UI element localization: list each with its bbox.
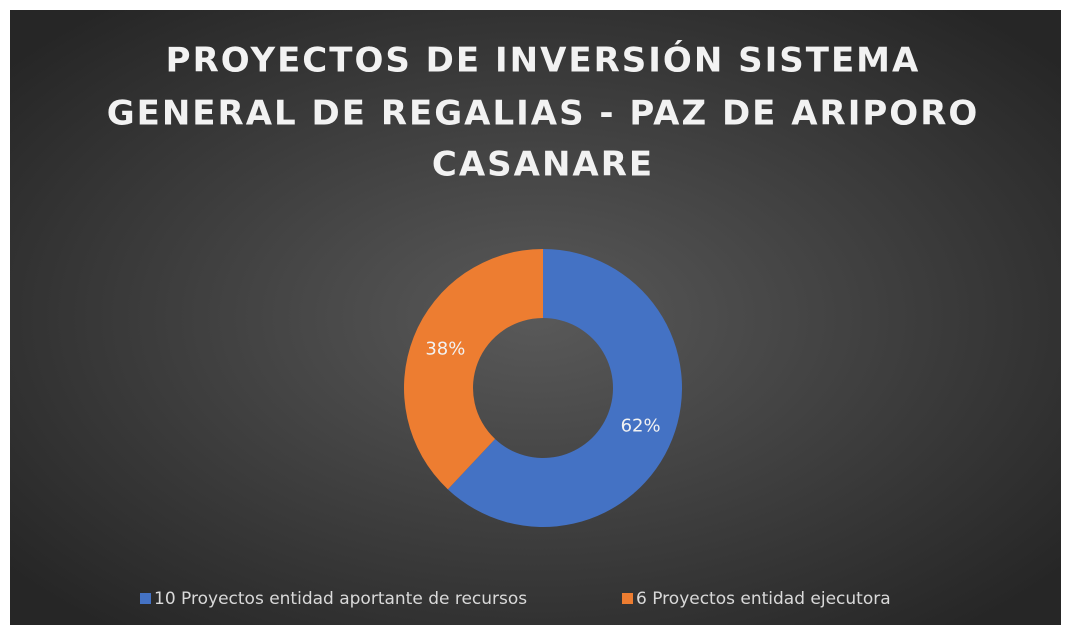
legend-swatch xyxy=(622,593,633,604)
data-label: 62% xyxy=(621,416,661,437)
legend-label: 10 Proyectos entidad aportante de recurs… xyxy=(154,589,527,609)
donut-segment xyxy=(447,249,683,527)
data-label: 38% xyxy=(425,338,465,359)
chart-title: CASANARE xyxy=(432,145,654,185)
chart-title: GENERAL DE REGALIAS - PAZ DE ARIPORO xyxy=(107,94,980,134)
donut-segment xyxy=(404,248,543,490)
chart-title: PROYECTOS DE INVERSIÓN SISTEMA xyxy=(166,40,921,81)
legend-swatch xyxy=(140,593,151,604)
legend-label: 6 Proyectos entidad ejecutora xyxy=(636,589,891,609)
